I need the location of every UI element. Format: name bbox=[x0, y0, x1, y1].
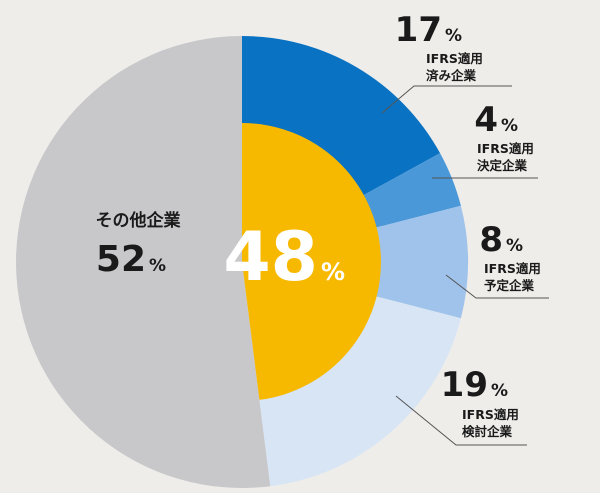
slice-label-others: その他企業 bbox=[96, 210, 181, 231]
slice-value-decided: 4 bbox=[474, 100, 498, 140]
leader-planned bbox=[445, 274, 549, 299]
slice-label-adopted-line1: IFRS適用 bbox=[426, 51, 483, 66]
slice-value-others: 52 bbox=[96, 239, 146, 280]
slice-unit-adopted: % bbox=[445, 26, 462, 46]
slice-label-adopted-line2: 済み企業 bbox=[426, 68, 477, 83]
slice-label-decided-line2: 決定企業 bbox=[477, 158, 528, 173]
slice-label-considering-line2: 検討企業 bbox=[462, 424, 513, 439]
leader-adopted bbox=[381, 85, 512, 114]
slice-label-decided-line1: IFRS適用 bbox=[477, 141, 534, 156]
slice-value-considering: 19 bbox=[441, 365, 488, 405]
center-total-unit: % bbox=[321, 258, 345, 286]
slice-label-planned-line1: IFRS適用 bbox=[484, 261, 541, 276]
slice-unit-planned: % bbox=[506, 236, 523, 256]
slice-value-planned: 8 bbox=[479, 220, 503, 260]
slice-unit-others: % bbox=[149, 256, 166, 276]
slice-unit-considering: % bbox=[491, 381, 508, 401]
slice-unit-decided: % bbox=[501, 116, 518, 136]
slice-value-adopted: 17 bbox=[395, 10, 442, 50]
center-total-value: 48 bbox=[223, 218, 318, 297]
slice-label-planned-line2: 予定企業 bbox=[484, 278, 535, 293]
slice-label-considering-line1: IFRS適用 bbox=[462, 407, 519, 422]
leader-considering bbox=[395, 395, 527, 446]
inner-slice-ifrs-total bbox=[242, 123, 381, 400]
slice-others bbox=[16, 36, 271, 488]
